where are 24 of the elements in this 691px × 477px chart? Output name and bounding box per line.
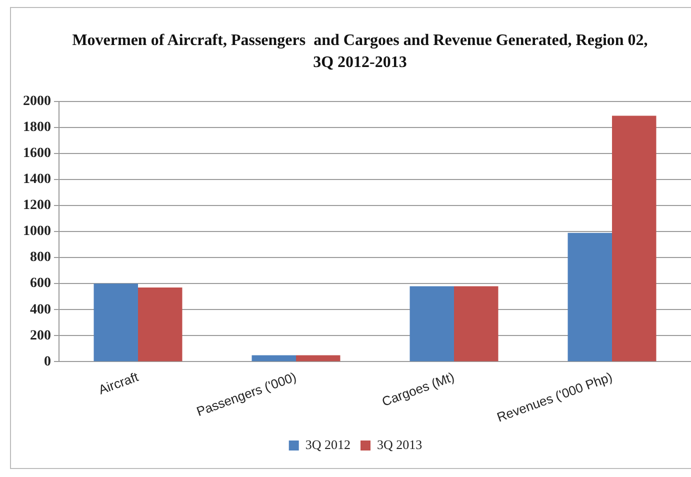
y-tick-label: 1400	[23, 172, 51, 188]
chart-title: Movermen of Aircraft, Passengers and Cargoes and Revenue Generated, Region 02, 3Q 2012-2013	[71, 31, 649, 73]
bar	[296, 355, 340, 362]
y-tick-label: 1600	[23, 146, 51, 162]
legend-label: 3Q 2012	[305, 436, 350, 452]
y-tick-label: 1200	[23, 198, 51, 214]
bar	[252, 355, 296, 362]
bar	[454, 286, 498, 362]
x-tick-label: Cargoes (Mt)	[380, 369, 456, 410]
y-tick-label: 1000	[23, 224, 51, 240]
x-tick-label: Aircraft	[96, 368, 141, 398]
y-tick-label: 2000	[23, 94, 51, 110]
bar	[94, 284, 138, 362]
y-tick-label: 800	[30, 250, 51, 266]
y-tick-label: 400	[30, 302, 51, 318]
y-tick-label: 200	[30, 328, 51, 344]
y-tick-label: 0	[44, 354, 51, 370]
y-tick-label: 1800	[23, 120, 51, 136]
bar	[612, 116, 656, 362]
y-tick-label: 600	[30, 276, 51, 292]
bar	[138, 288, 182, 362]
legend-label: 3Q 2013	[377, 436, 422, 452]
bar	[568, 232, 612, 362]
bar	[410, 286, 454, 362]
